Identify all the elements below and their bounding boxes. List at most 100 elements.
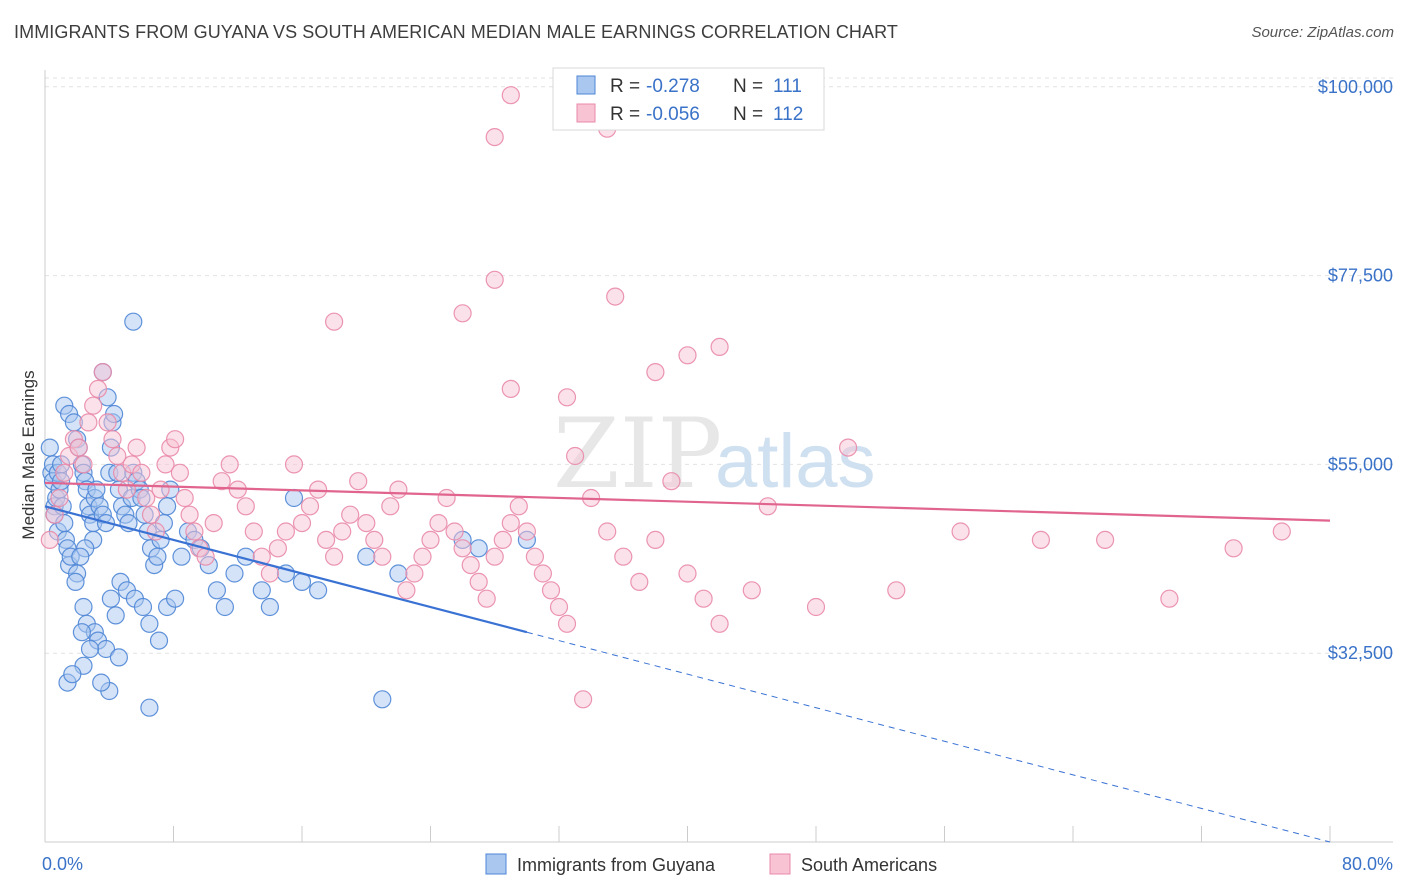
south-american-point-98 [485,128,504,147]
legend-bottom: Immigrants from Guyana South Americans [485,853,937,875]
series-guyana-points [40,312,537,717]
guyana-point-95 [109,648,129,667]
south-american-point-81 [614,547,633,566]
south-american-point-49 [333,522,352,541]
guyana-point-69 [106,606,125,625]
south-american-point-45 [300,497,320,516]
south-american-point-77 [557,614,577,633]
legend-n-label-1: N = [733,76,763,97]
south-american-point-72 [517,522,537,541]
legend-n-value-1: 111 [773,76,802,97]
south-american-point-73 [525,547,545,566]
legend-swatch-blue [576,75,596,95]
south-american-point-20 [137,488,156,508]
south-american-point-11 [93,363,112,382]
south-american-point-26 [166,430,185,449]
south-american-point-10 [88,379,108,398]
south-american-point-50 [341,505,360,524]
bottom-legend-swatch-blue [485,853,507,875]
guyana-point-62 [66,572,85,592]
south-american-point-90 [453,304,472,323]
legend-r-label-1: R = [610,76,640,97]
south-american-point-88 [325,312,344,331]
south-american-point-6 [69,438,88,457]
south-american-point-110 [742,581,761,600]
bottom-legend-label-guyana: Immigrants from Guyana [517,855,716,875]
south-american-point-13 [103,430,122,449]
guyana-point-87 [252,581,271,600]
series-south-american-points [40,86,1291,709]
south-american-point-105 [1095,530,1115,550]
guyana-point-74 [140,614,159,633]
south-american-point-21 [141,505,161,524]
south-american-point-78 [565,446,585,466]
south-american-point-100 [758,497,777,516]
south-american-point-44 [292,513,312,533]
guyana-point-88 [260,597,279,617]
south-american-point-74 [533,564,553,583]
trend-line-guyana-extension [526,631,1331,843]
south-american-point-38 [244,522,263,541]
south-american-point-3 [55,463,74,482]
south-american-point-94 [710,337,729,356]
legend-r-value-1: -0.278 [646,76,700,97]
south-american-point-8 [79,413,98,432]
south-american-point-107 [1224,539,1243,558]
south-american-point-46 [309,480,328,499]
south-american-point-68 [485,547,504,566]
south-american-point-37 [236,497,255,516]
legend-r-label-2: R = [610,104,640,125]
south-american-point-23 [151,480,170,499]
south-american-point-85 [678,564,697,583]
y-tick-label-0: $100,000 [1318,77,1393,97]
y-tick-labels: $100,000 $77,500 $55,000 $32,500 [1318,77,1393,663]
south-american-point-63 [445,522,464,541]
south-american-point-7 [74,455,93,474]
south-american-point-106 [1160,589,1179,608]
south-american-point-47 [317,530,336,550]
south-american-point-86 [694,589,713,608]
south-american-point-108 [1272,522,1291,541]
south-american-point-92 [646,363,665,382]
guyana-point-83 [207,581,226,600]
guyana-point-73 [133,597,153,617]
south-american-point-95 [501,379,520,398]
y-tick-label-3: $32,500 [1328,643,1393,663]
legend-r-value-2: -0.056 [646,104,700,125]
guyana-point-78 [172,547,191,566]
guyana-point-92 [124,312,143,331]
south-american-point-35 [220,455,239,474]
south-american-point-33 [204,513,223,533]
south-american-point-34 [212,472,231,491]
south-american-point-24 [156,455,175,474]
south-american-point-66 [469,572,488,592]
guyana-point-110 [373,690,392,709]
south-american-point-29 [180,505,199,524]
south-american-point-97 [501,86,520,105]
south-american-point-61 [429,513,448,533]
south-american-point-111 [573,690,593,709]
south-american-point-70 [501,513,520,533]
south-american-point-0 [40,530,59,550]
south-american-point-82 [630,572,649,592]
south-american-point-62 [437,488,456,508]
guyana-point-107 [469,539,488,558]
guyana-point-91 [309,581,328,600]
south-american-point-55 [381,497,400,516]
south-american-point-48 [325,547,344,566]
y-tick-label-2: $55,000 [1328,454,1393,474]
south-american-point-2 [50,488,69,508]
guyana-point-75 [149,631,169,650]
south-american-point-65 [461,555,480,575]
south-american-point-18 [127,438,146,457]
south-american-point-91 [606,287,625,306]
south-american-point-80 [598,522,617,541]
south-american-point-93 [678,346,697,365]
guyana-point-77 [166,589,185,608]
south-american-point-84 [662,472,681,491]
south-american-point-64 [453,539,472,558]
south-american-point-76 [549,597,569,617]
south-american-point-42 [276,522,295,541]
guyana-point-63 [74,597,93,617]
trend-line-guyana [44,505,528,634]
